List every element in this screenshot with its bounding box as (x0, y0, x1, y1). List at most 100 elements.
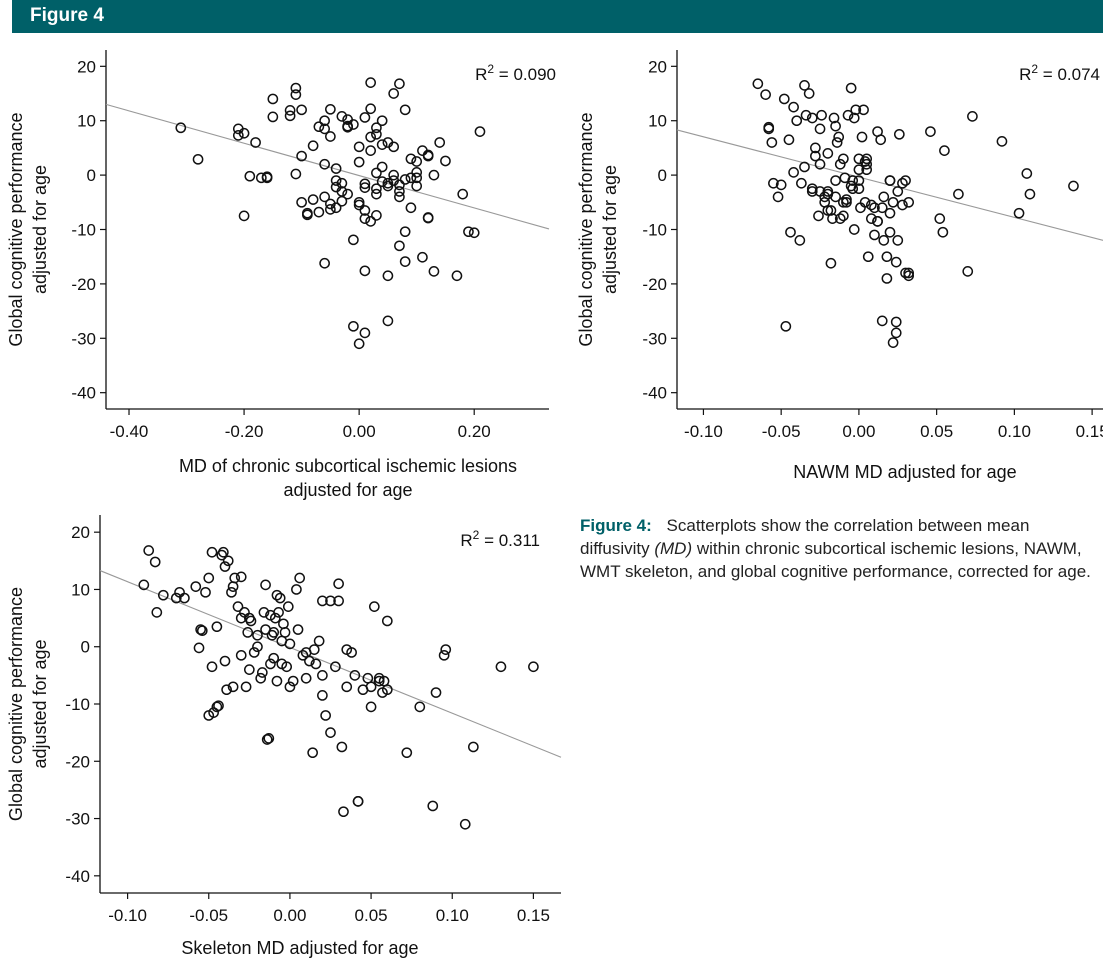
data-point (394, 240, 405, 252)
data-point (791, 115, 803, 127)
data-point (816, 109, 827, 121)
data-point (313, 206, 325, 218)
data-point (814, 158, 826, 170)
x-tick-label: 0.00 (842, 422, 875, 441)
data-point (937, 226, 949, 238)
data-point (206, 661, 218, 673)
y-tick-label: -30 (642, 329, 667, 348)
data-point (405, 202, 417, 214)
data-point (213, 700, 224, 712)
data-point (463, 226, 474, 238)
data-point (772, 191, 784, 203)
r-squared-value: = 0.090 (494, 65, 556, 84)
r-squared-superscript: 2 (487, 62, 494, 76)
data-point (766, 137, 778, 148)
data-point (319, 191, 330, 203)
data-point (813, 210, 824, 222)
data-point (175, 122, 187, 134)
data-point (831, 137, 843, 148)
data-point (428, 266, 440, 277)
data-point (206, 546, 218, 558)
data-point (376, 139, 388, 150)
data-point (296, 104, 307, 116)
data-point (333, 595, 344, 607)
data-point (440, 644, 452, 655)
data-point (828, 112, 840, 124)
data-point (195, 624, 206, 635)
data-point (325, 204, 336, 215)
data-point (856, 131, 868, 143)
data-point (780, 320, 792, 332)
data-point (799, 80, 810, 91)
data-point (752, 78, 764, 90)
x-tick-label: -0.10 (684, 422, 723, 441)
data-point (291, 584, 302, 595)
r-squared-symbol: R (475, 65, 487, 84)
caption-label: Figure 4: (580, 516, 652, 535)
data-point (878, 191, 890, 203)
data-point (962, 266, 974, 277)
data-point (274, 592, 286, 604)
data-point (302, 209, 313, 221)
data-point (881, 251, 893, 263)
data-point (861, 164, 873, 176)
data-point (359, 213, 371, 224)
data-point (876, 315, 888, 327)
data-point (240, 681, 252, 693)
data-point (394, 191, 405, 203)
data-point (881, 273, 893, 284)
data-point (244, 170, 256, 182)
data-point (865, 213, 877, 224)
x-axis-label: NAWM MD adjusted for age (793, 462, 1016, 482)
data-point (382, 270, 394, 282)
data-point (778, 93, 790, 105)
data-point (838, 210, 849, 222)
y-tick-label: 10 (71, 580, 90, 599)
data-point (438, 649, 450, 661)
data-point (814, 186, 826, 197)
y-axis-label: adjusted for age (30, 165, 50, 294)
data-point (788, 101, 799, 113)
data-point (806, 186, 818, 197)
data-point (365, 131, 376, 143)
data-point (884, 175, 896, 186)
data-point (822, 186, 834, 197)
data-point (294, 572, 306, 584)
data-point (336, 177, 348, 189)
data-point (825, 257, 837, 269)
data-point (359, 182, 371, 193)
data-point (799, 161, 810, 173)
data-point (313, 121, 325, 133)
data-point (371, 210, 382, 221)
r-squared-value: = 0.311 (479, 531, 540, 550)
data-point (859, 196, 871, 208)
data-point (900, 267, 911, 279)
data-point (371, 183, 382, 195)
data-point (256, 667, 268, 678)
data-point (258, 607, 270, 618)
data-point (394, 179, 405, 191)
y-tick-label: -20 (642, 275, 667, 294)
data-point (151, 607, 163, 618)
data-point (149, 556, 161, 568)
data-point (382, 180, 394, 192)
data-point (317, 595, 328, 607)
y-axis-label: Global cognitive performance (6, 112, 26, 346)
data-point (342, 121, 353, 133)
data-point (399, 226, 411, 238)
data-point (394, 186, 405, 197)
data-point (810, 142, 821, 154)
x-tick-label: -0.10 (108, 906, 147, 925)
data-point (890, 316, 902, 328)
data-point (359, 178, 371, 190)
data-point (235, 612, 247, 624)
data-point (353, 338, 365, 350)
data-point (411, 167, 423, 178)
data-point (371, 128, 382, 140)
data-point (307, 747, 318, 759)
caption-md-abbrev: (MD) (654, 539, 693, 558)
data-point (281, 661, 293, 673)
data-point (848, 112, 860, 124)
data-point (365, 215, 376, 227)
y-axis-label: adjusted for age (30, 639, 50, 768)
